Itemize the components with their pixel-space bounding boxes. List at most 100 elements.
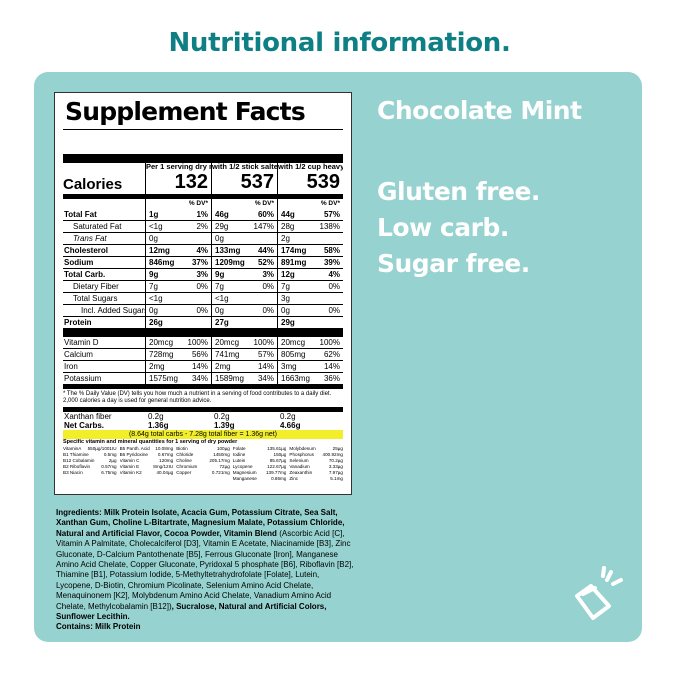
dv-footnote: * The % Daily Value (DV) tells you how m… <box>63 390 332 405</box>
vitamin-dv: 62% <box>323 349 340 359</box>
nutrient-dv: 37% <box>191 257 208 267</box>
vitamin-cell: 20mcg 100% <box>277 336 343 348</box>
mineral-name: Iodine <box>232 451 246 457</box>
nutrient-amount: 44g <box>281 209 295 219</box>
mineral-entry: Vitamin K2 40.04µg <box>120 470 174 476</box>
mineral-name: Biotin <box>176 445 188 451</box>
nutrient-cell: 0g 0% <box>277 303 343 316</box>
nutrient-dv: 0% <box>262 305 274 315</box>
mineral-entry: B5 Panth. Acid 10.08mg <box>120 446 174 452</box>
vitamin-cell: 20mcg 100% <box>211 336 277 348</box>
nutrient-cell: 3g <box>277 291 343 304</box>
mineral-entry: B1 Thiamine 0.5mg <box>63 452 117 458</box>
nutrient-cell: <1g 2% <box>145 219 211 232</box>
mineral-entry: Copper 0.721mg <box>176 470 230 476</box>
vitamin-cell: 1589mg 34% <box>211 371 277 384</box>
mineral-amount: 205.17mg <box>209 457 230 463</box>
mineral-name: Lutein <box>232 457 246 463</box>
netcarbs-label: Net Carbs. <box>64 420 105 430</box>
mineral-amount: 122.67µg <box>267 463 287 469</box>
calories-value: 539 <box>277 171 343 194</box>
mineral-name: VitaminA <box>63 445 82 451</box>
nutrient-name: Sodium <box>63 255 145 268</box>
mineral-entry: Molybdenum 25µg <box>289 446 343 452</box>
nutrient-cell: 0g <box>211 231 277 244</box>
mineral-amount: 139.77mg <box>265 469 287 475</box>
nutrient-dv: 1% <box>196 209 208 219</box>
mineral-name: Vitamin E <box>119 463 140 469</box>
vitamin-blend-text: (Ascorbic Acid [C], Vitamin A Palmitate,… <box>56 528 354 611</box>
nutrient-dv: 58% <box>323 245 340 255</box>
flavor-name: Chocolate Mint <box>377 96 582 125</box>
ingredients-tail: , Sucralose, Natural and Artificial Colo… <box>56 601 327 622</box>
mineral-entry: B3 Niacin 6.75mg <box>63 470 117 476</box>
mineral-entry: Iodine 150µg <box>233 452 287 458</box>
nutrient-dv: 39% <box>323 257 340 267</box>
calories-block: Per 1 serving dry mix with 1/2 stick sal… <box>63 163 343 194</box>
mineral-amount: 0.57mg <box>101 463 117 469</box>
nutrient-dv: 3% <box>262 269 274 279</box>
nutrient-amount: 0g <box>215 233 224 243</box>
mineral-name: Folate <box>232 445 246 451</box>
nutrient-cell: 846mg 37% <box>145 255 211 268</box>
mineral-amount: 2µg <box>108 457 117 463</box>
mineral-name: B1 Thiamine <box>63 451 89 457</box>
mineral-entry: Chloride 1450mg <box>176 452 230 458</box>
vitamin-amount: 1589mg <box>215 373 244 383</box>
nutrient-cell: <1g <box>145 291 211 304</box>
mineral-entry: Chromium 72µg <box>176 464 230 470</box>
mineral-amount: 120mg <box>159 457 174 463</box>
minerals-grid: VitaminA 550µg/1001IU B5 Panth. Acid 10.08m… <box>63 446 343 482</box>
serving-header: Per 1 serving dry mix <box>145 163 211 172</box>
nutrient-amount: 12g <box>281 269 295 279</box>
nutrient-amount: 46g <box>215 209 229 219</box>
mineral-entry: Zinc 5.1mg <box>289 476 343 482</box>
mineral-amount: 5.1mg <box>330 475 343 481</box>
nutrient-cell: 7g 0% <box>277 279 343 292</box>
vitamin-table: Vitamin D 20mcg 100% 20mcg 100% 20mcg 100% Calc… <box>63 336 343 384</box>
serving-header: with 1/2 cup heavy cream <box>277 163 343 172</box>
mineral-name: Vanadium <box>289 463 310 469</box>
mineral-name: Copper <box>176 469 192 475</box>
nutrient-table: Total Fat 1g 1% 46g 60% 44g 57% Saturated Fat <1… <box>63 208 343 328</box>
nutrient-cell: 12mg 4% <box>145 243 211 256</box>
mineral-name: Zinc <box>289 475 299 481</box>
mineral-amount: 0.721mg <box>211 469 230 475</box>
nutrient-cell: 0g 0% <box>211 303 277 316</box>
nutrient-cell: 29g <box>277 315 343 328</box>
nutrient-dv: 147% <box>253 221 274 231</box>
vitamin-dv: 57% <box>257 349 274 359</box>
nutrient-amount: 29g <box>281 317 295 327</box>
mineral-amount: 100µg <box>216 445 230 451</box>
nutrient-amount: 2g <box>281 233 290 243</box>
mineral-amount: 3.33µg <box>328 463 343 469</box>
mineral-entry: Folate 135.61µg <box>233 446 287 452</box>
nutrient-cell: 7g 0% <box>145 279 211 292</box>
vitamin-amount: 20mcg <box>215 337 240 347</box>
nutrient-cell: 28g 138% <box>277 219 343 232</box>
nutrient-amount: <1g <box>215 293 229 303</box>
mineral-entry: Selenium 70.2µg <box>289 458 343 464</box>
mineral-entry: Biotin 100µg <box>176 446 230 452</box>
nutrient-cell: 29g 147% <box>211 219 277 232</box>
mineral-amount: 550µg/1001IU <box>87 445 117 451</box>
vitamin-amount: 20mcg <box>281 337 306 347</box>
mineral-amount: 7.97µg <box>328 469 343 475</box>
mineral-entry: B12 Cobalamin 2µg <box>63 458 117 464</box>
nutrient-dv: 60% <box>257 209 274 219</box>
nutrient-dv: 138% <box>319 221 340 231</box>
contains-text: Contains: Milk Protein <box>56 622 141 632</box>
vitamin-dv: 14% <box>191 361 208 371</box>
nutrient-amount: 3g <box>281 293 290 303</box>
mineral-amount: 0.67mg <box>157 451 174 457</box>
nutrient-dv: 2% <box>196 221 208 231</box>
mineral-entry: B2 Riboflavin 0.57mg <box>63 464 117 470</box>
mineral-name: B12 Cobalamin <box>63 457 95 463</box>
net-carbs-highlight: (8.64g total carbs - 7.28g total fiber =… <box>63 429 343 439</box>
vitamin-amount: 805mg <box>281 349 306 359</box>
minerals-header: Specific vitamin and mineral quantities … <box>63 438 238 445</box>
nutrient-name: Cholesterol <box>63 243 145 256</box>
nutrient-amount: 28g <box>281 221 295 231</box>
vitamin-cell: 728mg 56% <box>145 347 211 360</box>
calories-label: Calories <box>63 175 123 193</box>
